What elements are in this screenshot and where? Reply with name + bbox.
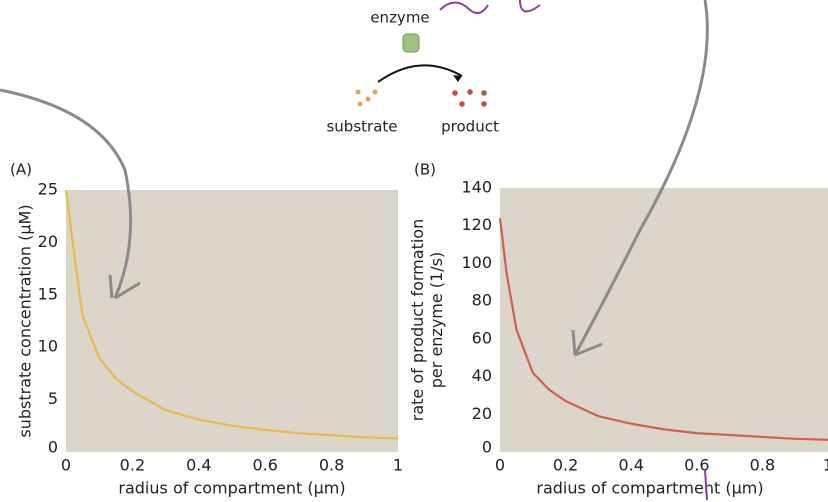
y-tick-label: 5 <box>48 389 58 408</box>
arrow-head <box>453 75 462 82</box>
annotation-arrow <box>0 88 141 300</box>
x-tick-label: 0.4 <box>618 456 643 475</box>
enzyme-icon <box>402 33 420 53</box>
product-label: product <box>441 118 499 136</box>
data-line <box>64 189 399 440</box>
x-tick-label: 0.2 <box>120 456 145 475</box>
enzyme-label: enzyme <box>370 9 429 27</box>
product-dots <box>452 89 487 107</box>
x-tick-label: 0.6 <box>684 456 709 475</box>
x-tick-label: 1 <box>393 456 403 475</box>
y-tick-label: 20 <box>38 232 58 251</box>
x-axis-label: radius of compartment (μm) <box>536 479 763 498</box>
substrate-dots <box>355 89 378 107</box>
plot-area <box>66 190 398 452</box>
y-tick-label: 120 <box>461 215 492 234</box>
x-tick-label: 0.4 <box>186 456 211 475</box>
data-line <box>498 218 828 441</box>
y-tick-label: 60 <box>472 328 492 347</box>
y-axis-label: rate of product formation <box>408 219 427 421</box>
y-tick-label: 140 <box>461 178 492 197</box>
handwriting <box>704 469 708 501</box>
x-tick-label: 0.2 <box>553 456 578 475</box>
y-tick-label: 0 <box>482 438 492 457</box>
substrate-label: substrate <box>326 118 397 136</box>
y-tick-label: 40 <box>472 366 492 385</box>
y-tick-label: 0 <box>48 438 58 457</box>
y-tick-label: 25 <box>38 180 58 199</box>
y-tick-label: 15 <box>38 284 58 303</box>
y-axis-label: substrate concentration (μM) <box>16 204 35 437</box>
y-tick-label: 20 <box>472 404 492 423</box>
y-tick-label: 80 <box>472 291 492 310</box>
x-axis-label: radius of compartment (μm) <box>118 479 345 498</box>
y-tick-label: 100 <box>461 253 492 272</box>
annotation-arrow <box>571 0 709 357</box>
panel-label: (B) <box>414 161 436 179</box>
handwriting <box>439 0 541 15</box>
x-tick-label: 0.6 <box>252 456 277 475</box>
y-tick-label: 10 <box>38 337 58 356</box>
y-axis-label: per enzyme (1/s) <box>427 252 446 388</box>
x-tick-label: 0 <box>61 456 71 475</box>
x-tick-label: 0.8 <box>750 456 775 475</box>
panel-label: (A) <box>10 161 32 179</box>
reaction-arrow <box>377 64 463 83</box>
x-tick-label: 0.8 <box>319 456 344 475</box>
x-tick-label: 0 <box>495 456 505 475</box>
x-tick-label: 1 <box>823 456 828 475</box>
plot-area <box>500 188 828 452</box>
